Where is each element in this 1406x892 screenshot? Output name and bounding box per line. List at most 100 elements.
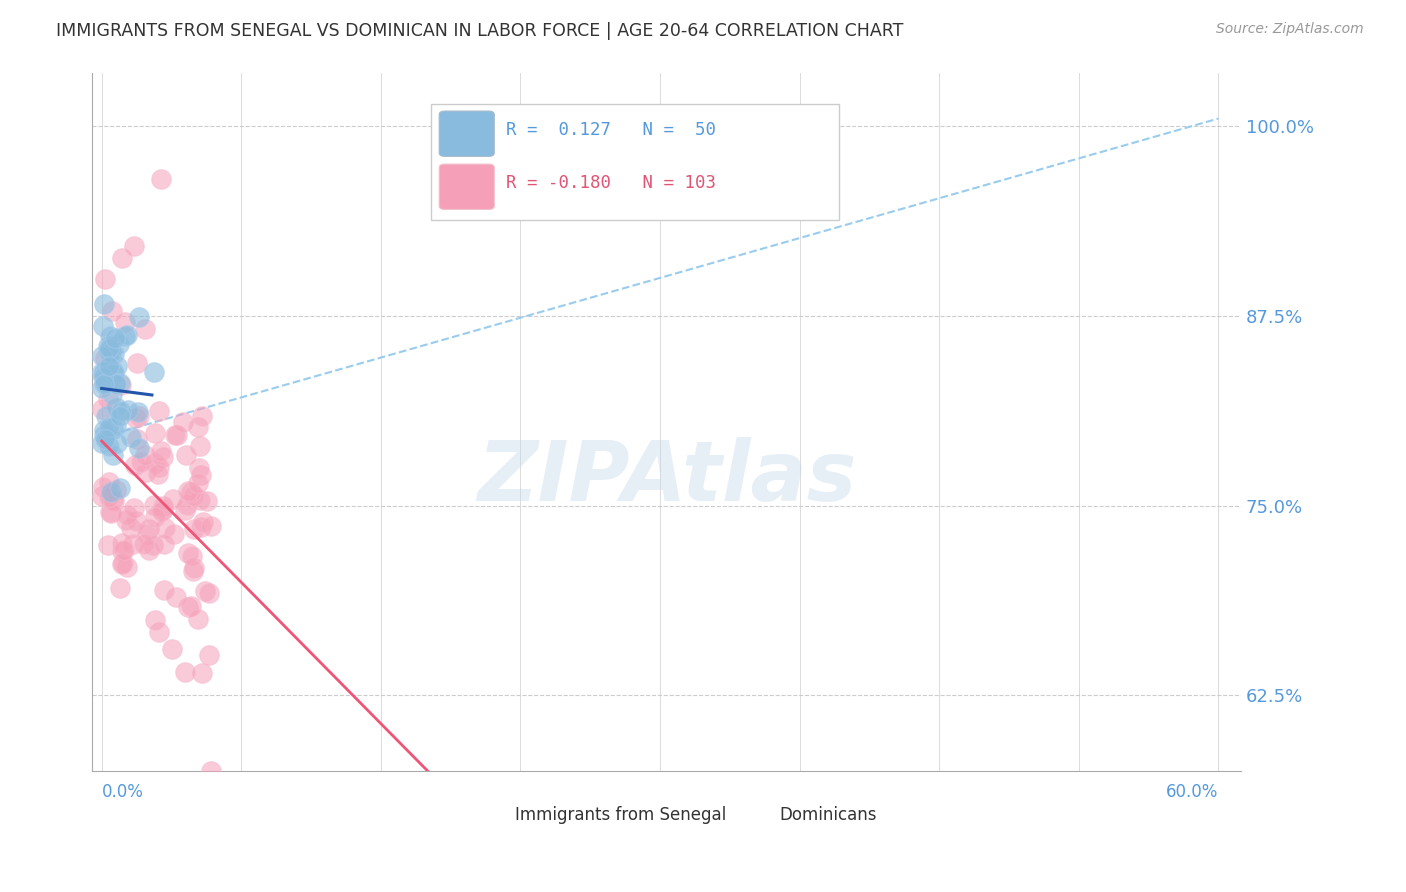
Text: R =  0.127   N =  50: R = 0.127 N = 50 [506,121,716,139]
Point [105,400,128,414]
Point [97,392,120,407]
Point [120,521,142,535]
Point [98,439,121,453]
Point [146,467,169,481]
Point [94,432,117,446]
Point [94,351,117,365]
Point [187,476,209,491]
Point [110,581,132,595]
Point [94,272,117,286]
Point [115,508,138,523]
Point [122,501,145,516]
Point [105,359,128,374]
Point [128,310,150,325]
Point [153,521,176,535]
Point [97,342,120,356]
Point [152,450,174,465]
Point [115,328,138,343]
Point [136,526,159,541]
Point [183,490,205,504]
Point [98,475,121,489]
Point [104,376,127,390]
Point [127,356,149,370]
Point [110,377,132,392]
Point [173,665,195,680]
Point [166,590,188,604]
Point [153,537,176,551]
Point [143,456,166,470]
Point [97,359,120,373]
Point [97,538,120,552]
Point [138,543,160,558]
Point [180,599,202,613]
Point [98,420,121,434]
Point [150,172,173,186]
Text: 0.0%: 0.0% [101,783,143,801]
FancyBboxPatch shape [439,164,495,210]
Point [103,346,125,360]
Point [163,527,186,541]
Point [128,409,150,423]
Point [91,365,114,379]
FancyBboxPatch shape [439,111,495,156]
Point [128,441,150,455]
Point [91,349,114,363]
Point [135,465,157,479]
Point [108,337,131,351]
Point [162,491,184,506]
Point [98,491,121,505]
Point [122,536,145,550]
Point [143,425,166,440]
Point [94,376,117,391]
Point [200,764,222,778]
Point [173,503,195,517]
Point [148,625,170,640]
Point [112,543,135,558]
Point [172,415,194,429]
Point [191,409,214,424]
Point [143,498,166,512]
Point [103,366,125,380]
Point [142,538,165,552]
Point [108,481,131,495]
Point [198,648,221,662]
Point [93,428,115,442]
Point [166,427,188,442]
Point [177,546,200,560]
Point [104,483,127,498]
Point [188,492,211,507]
Point [124,458,146,473]
Text: ZIPAtlas: ZIPAtlas [477,437,856,518]
Point [125,433,148,447]
Point [101,448,124,462]
Point [111,536,134,550]
Point [177,483,200,498]
Point [134,321,156,335]
Point [150,504,173,518]
Point [152,502,174,516]
Point [103,494,125,508]
Point [152,499,174,513]
Point [91,488,114,502]
Point [111,251,134,265]
Point [153,582,176,597]
Point [174,448,197,462]
Point [100,344,122,359]
Point [183,523,205,537]
Point [145,510,167,524]
Text: R = -0.180   N = 103: R = -0.180 N = 103 [506,174,716,193]
Point [104,331,127,345]
Point [163,427,186,442]
Point [190,468,212,483]
Point [191,665,214,680]
Point [181,564,204,578]
Point [103,421,125,435]
Point [193,515,215,529]
Point [103,364,125,378]
FancyBboxPatch shape [432,104,839,219]
Text: IMMIGRANTS FROM SENEGAL VS DOMINICAN IN LABOR FORCE | AGE 20-64 CORRELATION CHAR: IMMIGRANTS FROM SENEGAL VS DOMINICAN IN … [56,22,904,40]
Point [105,418,128,433]
Point [125,514,148,528]
Point [100,485,122,500]
Point [115,513,138,527]
